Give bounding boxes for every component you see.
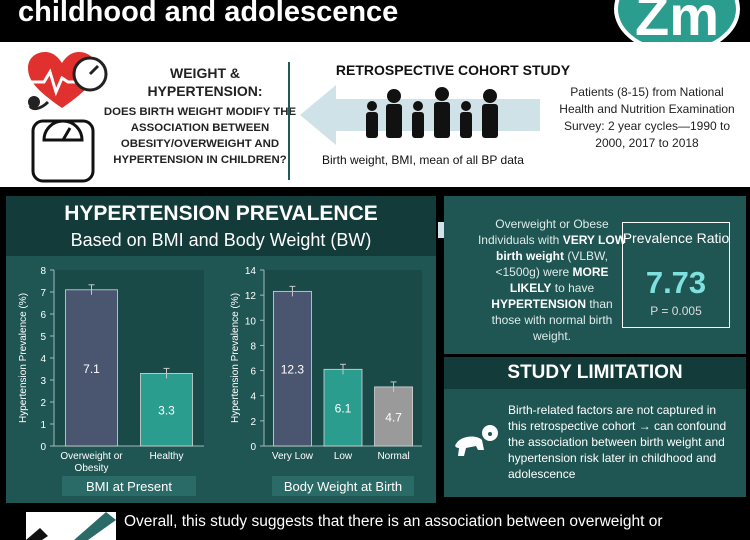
- y-tick-label: 1: [40, 420, 46, 431]
- weight-hypertension-title: WEIGHT & HYPERTENSION:: [147, 65, 263, 99]
- scale-icon: [31, 119, 95, 183]
- y-tick-label: 8: [40, 266, 46, 277]
- y-tick-label: 14: [245, 266, 257, 277]
- x-tick-label: Obesity: [75, 463, 109, 474]
- y-tick-label: 4: [40, 354, 46, 365]
- y-tick-label: 7: [40, 288, 46, 299]
- y-tick-label: 2: [250, 417, 256, 428]
- divider: [288, 62, 290, 180]
- page-title: childhood and adolescence: [18, 0, 399, 28]
- patients-text: Patients (8-15) from National Health and…: [559, 85, 735, 150]
- prevalence-subtitle: Based on BMI and Body Weight (BW): [70, 230, 372, 250]
- prevalence-title: HYPERTENSION PREVALENCE: [64, 202, 378, 225]
- x-tick-label: Very Low: [272, 451, 314, 462]
- bar: [140, 373, 193, 447]
- y-tick-label: 0: [40, 442, 46, 453]
- data-label: 7.1: [83, 362, 100, 376]
- finding-text: Overweight or Obese Individuals with VER…: [477, 217, 627, 343]
- y-axis-label: Hypertension Prevalence (%): [230, 293, 241, 423]
- conclusion-text: Overall, this study suggests that there …: [124, 513, 663, 530]
- x-tick-label: Low: [334, 451, 353, 462]
- y-tick-label: 4: [250, 392, 256, 403]
- y-tick-label: 12: [245, 291, 257, 302]
- x-axis-label-box: [272, 476, 414, 496]
- heart-icon: [28, 52, 108, 111]
- people-icon: [366, 87, 498, 138]
- bar: [323, 368, 363, 447]
- data-label: 3.3: [158, 404, 175, 418]
- y-tick-label: 2: [40, 398, 46, 409]
- x-tick-label: Healthy: [150, 451, 184, 462]
- limitation-panel: [444, 389, 746, 497]
- limitation-title: STUDY LIMITATION: [507, 362, 683, 383]
- logo-text: Zm: [635, 0, 719, 47]
- x-axis-label: Body Weight at Birth: [284, 479, 402, 494]
- study-design-title: RETROSPECTIVE COHORT STUDY: [335, 62, 571, 78]
- y-tick-label: 6: [250, 367, 256, 378]
- x-axis-label: BMI at Present: [86, 479, 172, 494]
- data-label: 12.3: [281, 363, 305, 377]
- p-value: P = 0.005: [650, 304, 702, 318]
- data-label: 4.7: [385, 410, 402, 424]
- y-tick-label: 3: [40, 376, 46, 387]
- prevalence-ratio-value: 7.73: [645, 265, 707, 300]
- x-tick-label: Overweight or: [60, 451, 123, 462]
- weight-hypertension-question: DOES BIRTH WEIGHT MODIFY THE ASSOCIATION…: [103, 106, 297, 166]
- data-label: 6.1: [335, 402, 352, 416]
- y-tick-label: 8: [250, 341, 256, 352]
- y-axis-label: Hypertension Prevalence (%): [18, 293, 29, 423]
- x-axis-label-box: [62, 476, 196, 496]
- baby-icon: [455, 425, 498, 456]
- prevalence-ratio-label: Prevalence Ratio: [622, 230, 730, 246]
- prevalence-ratio-box: [622, 222, 730, 328]
- y-tick-label: 0: [250, 442, 256, 453]
- prevalence-header: [6, 196, 436, 256]
- x-tick-label: Normal: [377, 451, 409, 462]
- data-collected-text: Birth weight, BMI, mean of all BP data: [322, 153, 524, 167]
- pencil-icon: [26, 512, 116, 540]
- y-tick-label: 10: [245, 316, 257, 327]
- limitation-text: Birth-related factors are not captured i…: [508, 403, 727, 481]
- limitation-header: [444, 357, 746, 389]
- y-tick-label: 6: [40, 310, 46, 321]
- bar: [65, 289, 118, 447]
- bar: [273, 290, 312, 447]
- y-tick-label: 5: [40, 332, 46, 343]
